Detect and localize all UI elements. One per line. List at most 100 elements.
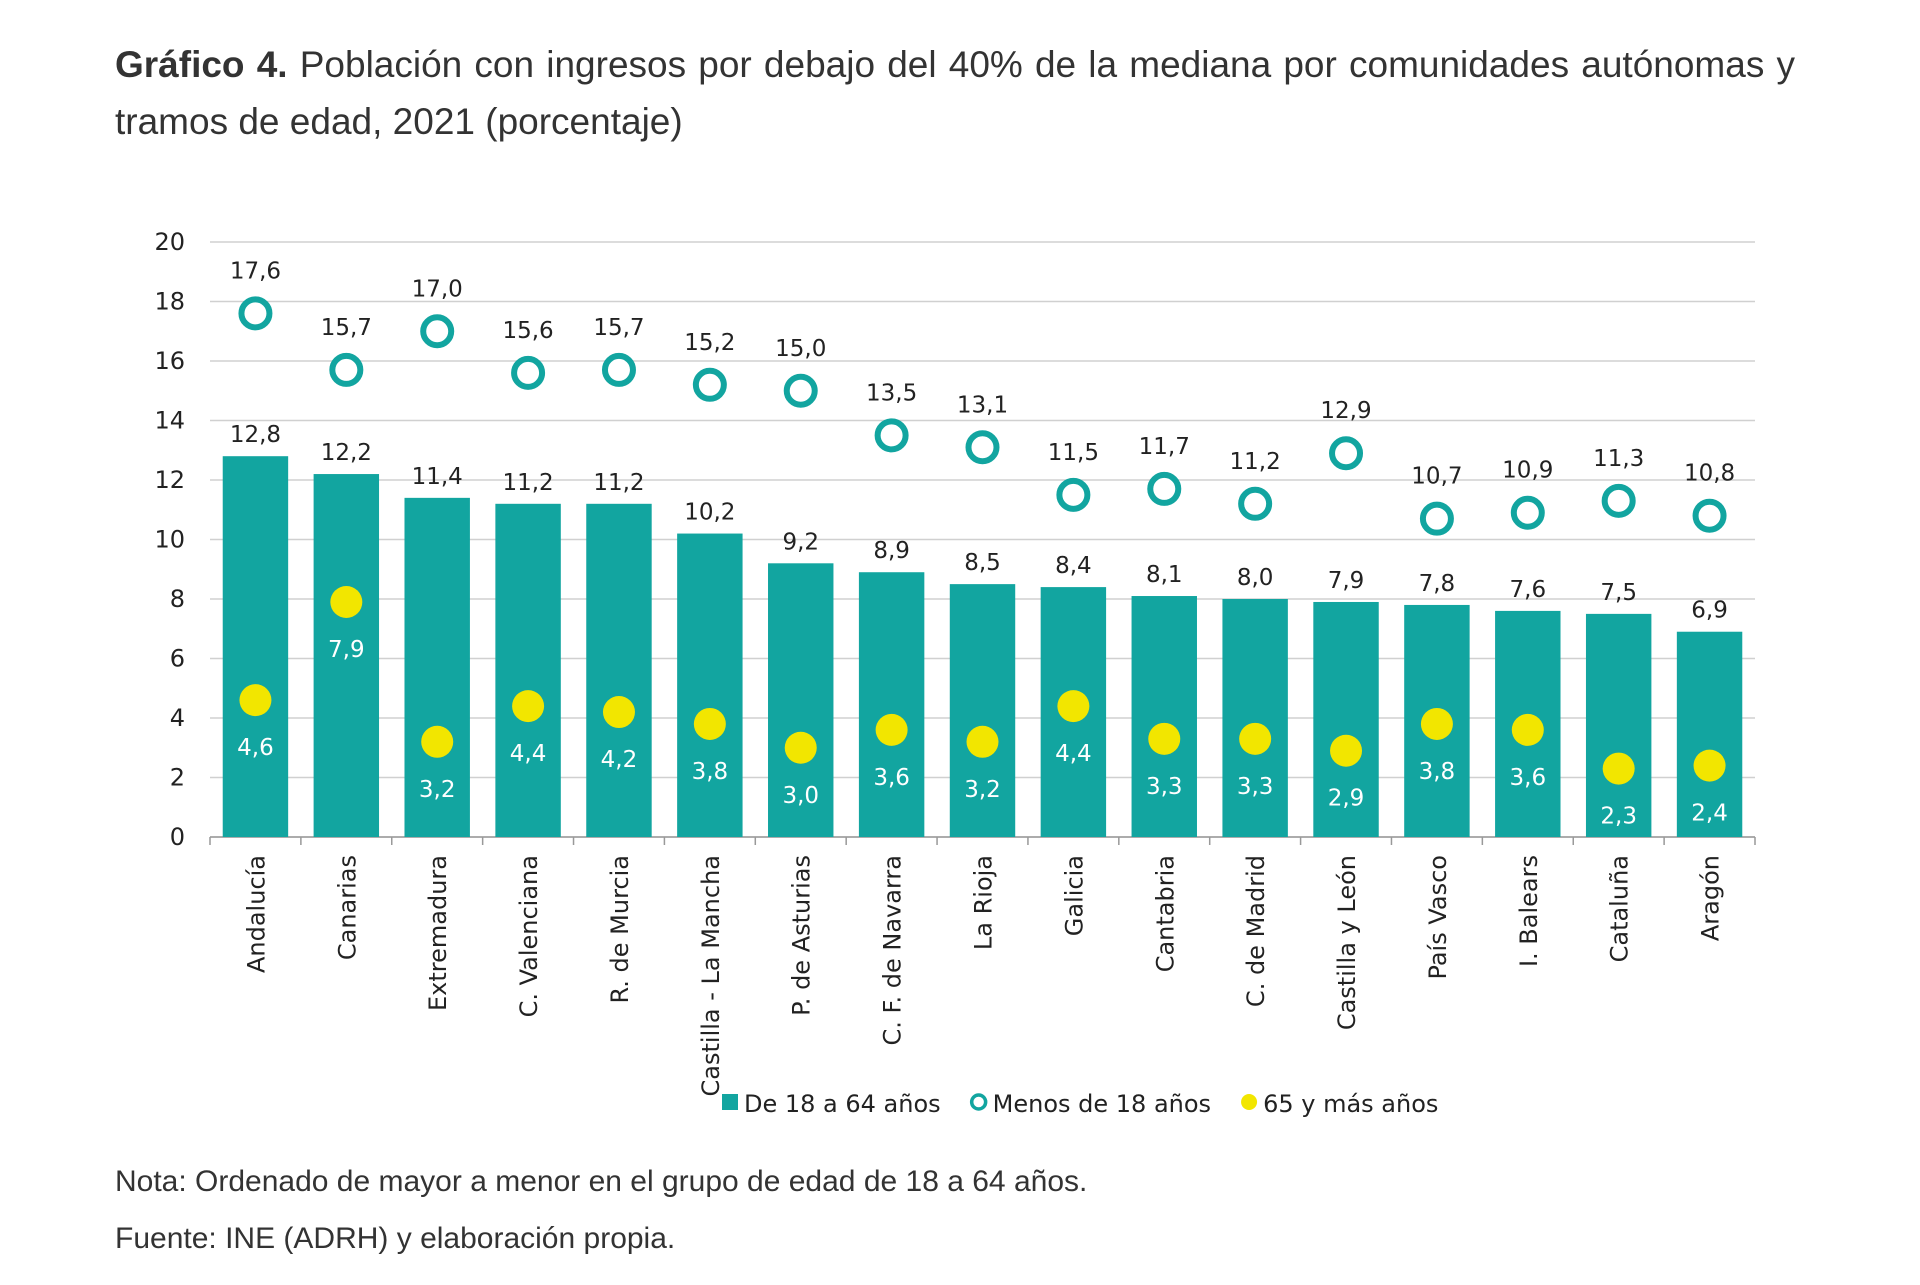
bar [222,456,289,837]
legend-label-65-mas: 65 y más años [1263,1090,1438,1118]
y-tick-label: 20 [154,228,185,256]
bar-chart: 0 2 4 6 8 10 12 14 16 18 20 12,8 17,6 4,6 Andalucía 12,… [154,228,1756,1118]
category-label: Cataluña [1606,855,1634,962]
ring-value-label: 15,7 [321,315,372,341]
dot-value-label: 2,4 [1691,801,1728,827]
ring-value-label: 11,2 [1230,449,1281,475]
bar-value-label: 8,9 [873,538,910,564]
category-label: Castilla y León [1333,855,1361,1030]
category-label: País Vasco [1424,855,1452,980]
bar-value-label: 8,5 [964,550,1001,576]
dot-value-label: 2,3 [1600,804,1637,830]
legend-label-18-64: De 18 a 64 años [744,1090,941,1118]
bar [1676,631,1743,837]
dot-marker [693,707,726,740]
y-tick-label: 16 [154,347,185,375]
source-text: Fuente: INE (ADRH) y elaboración propia. [115,1222,676,1255]
dot-marker [966,725,999,758]
bar-value-label: 10,2 [684,500,735,526]
dot-value-label: 2,9 [1328,786,1365,812]
bar-value-label: 7,6 [1510,577,1547,603]
category-label: C. Valenciana [515,855,543,1017]
bar [313,474,380,837]
ring-value-label: 15,6 [502,318,553,344]
dot-marker [1057,690,1090,723]
y-tick-label: 10 [154,526,185,554]
category-label: Canarias [333,855,361,960]
ring-value-label: 15,0 [775,336,826,362]
ring-marker [420,314,455,349]
dot-marker [784,731,817,764]
dot-value-label: 4,6 [237,735,274,761]
ring-value-label: 13,1 [957,392,1008,418]
ring-value-label: 11,3 [1593,446,1644,472]
ring-value-label: 10,7 [1411,464,1462,490]
category-label: Aragón [1697,855,1725,941]
ring-marker [1238,486,1273,521]
dot-value-label: 4,2 [601,747,638,773]
legend-label-menos-18: Menos de 18 años [993,1090,1211,1118]
category-label: I. Balears [1515,855,1543,967]
dot-marker [1330,734,1363,767]
bar [1222,599,1288,837]
ring-marker [1419,501,1454,536]
bar [1131,596,1197,837]
bar [677,533,743,837]
bar-value-label: 8,1 [1146,562,1183,588]
dot-marker [875,713,908,746]
dot-marker [239,684,272,717]
dot-marker [1148,722,1181,755]
dot-value-label: 3,2 [964,777,1001,803]
dot-marker [1602,752,1635,785]
bar [768,563,834,837]
ring-value-label: 17,6 [230,258,281,284]
ring-marker [1692,498,1727,533]
category-label: La Rioja [970,855,998,950]
bar-value-label: 11,2 [502,470,553,496]
category-label: P. de Asturias [788,855,816,1016]
chart-title-label: Gráfico 4. [115,44,288,85]
bar-value-label: 6,9 [1691,598,1728,624]
y-tick-label: 12 [154,466,185,494]
ring-marker [1601,483,1636,518]
chart-title-text: Población con ingresos por debajo del 40… [115,44,1795,142]
dot-marker [512,690,545,723]
y-tick-label: 6 [170,645,185,673]
dot-value-label: 3,3 [1146,774,1183,800]
bar [949,584,1016,837]
bar-value-label: 8,4 [1055,553,1092,579]
ring-marker [1510,495,1545,530]
ring-marker [511,355,546,390]
category-label: Andalucía [242,855,270,973]
legend-swatch-bar [722,1094,738,1110]
dot-marker [421,725,454,758]
bar-value-label: 11,4 [412,464,463,490]
bar-value-label: 7,9 [1328,568,1365,594]
category-label: C. F. de Navarra [879,855,907,1045]
bar [495,503,561,837]
y-tick-label: 2 [170,764,185,792]
dot-marker [1420,707,1453,740]
chart-title: Gráfico 4. Población con ingresos por de… [115,36,1795,150]
bar [1585,613,1652,837]
bar [586,503,652,837]
ring-marker [1147,471,1182,506]
bar [1313,601,1379,837]
ring-value-label: 11,5 [1048,440,1099,466]
y-tick-label: 18 [154,288,185,316]
y-tick-label: 8 [170,585,185,613]
y-tick-label: 0 [170,823,185,851]
category-label: R. de Murcia [606,855,634,1004]
ring-marker [1329,436,1364,471]
category-label: Galicia [1060,855,1088,936]
ring-marker [965,430,1000,465]
ring-marker [329,352,364,387]
bar-value-label: 12,8 [230,422,281,448]
ring-value-label: 12,9 [1320,398,1371,424]
dot-marker [1693,749,1726,782]
ring-marker [783,373,818,408]
y-tick-label: 4 [170,704,185,732]
bar-value-label: 8,0 [1237,565,1274,591]
bar-value-label: 11,2 [593,470,644,496]
dot-value-label: 3,8 [692,759,729,785]
